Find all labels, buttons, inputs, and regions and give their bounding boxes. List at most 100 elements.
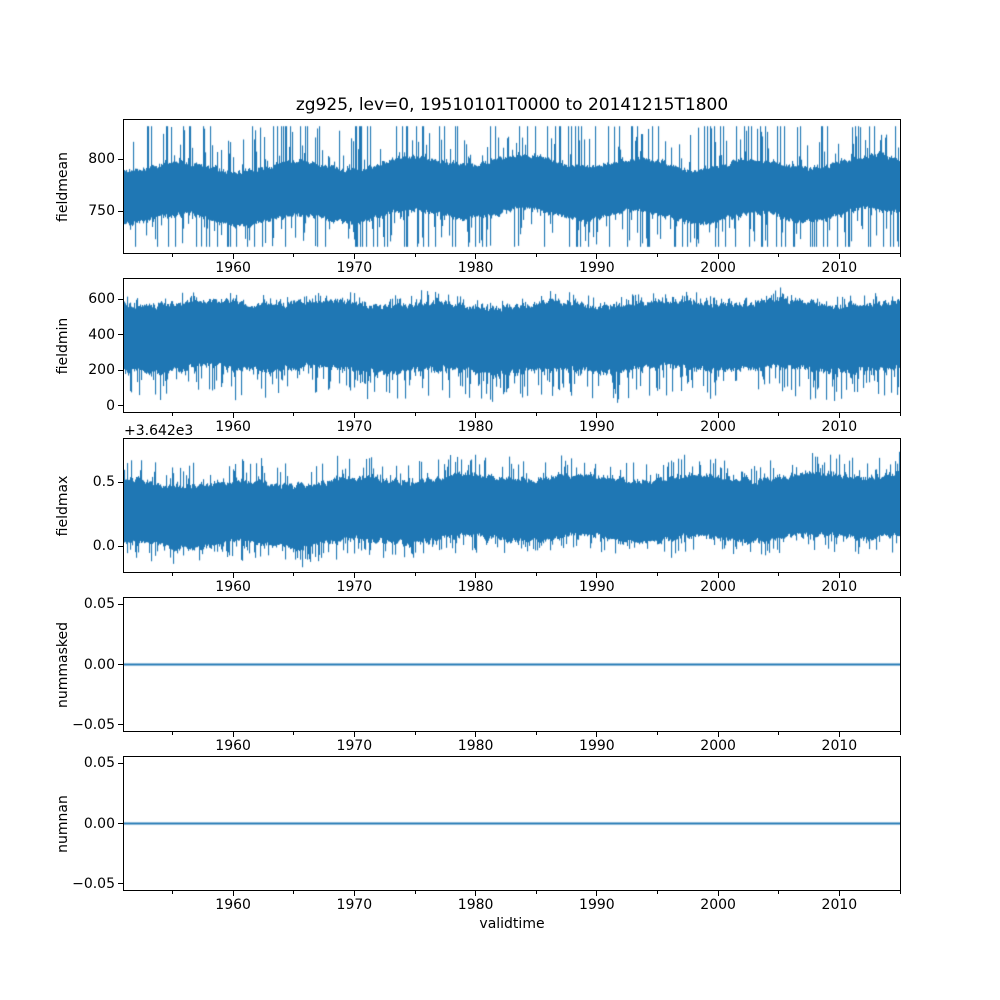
nummasked-ytick-label: 0.00: [83, 656, 115, 673]
xtick-label-1980: 1980: [457, 579, 494, 595]
xtick-minor-mark-1965: [293, 732, 295, 735]
xtick-minor-mark-2005: [778, 254, 780, 257]
fieldmean-axis-label: fieldmean: [55, 151, 71, 222]
xtick-mark-1960: [232, 732, 234, 737]
xtick-label-2010: 2010: [821, 738, 858, 754]
fieldmin-axis-label: fieldmin: [55, 317, 71, 374]
xtick-mark-1980: [475, 254, 477, 259]
subplot-fieldmean: [123, 119, 901, 254]
nummasked-ytick-label: 0.05: [83, 596, 115, 613]
fieldmean-series-canvas: [124, 120, 900, 253]
subplot-fieldmax: [123, 438, 901, 573]
xtick-label-1960: 1960: [215, 419, 251, 435]
xtick-minor-mark-2015: [899, 732, 901, 735]
xtick-minor-mark-2015: [899, 413, 901, 416]
xtick-label-2010: 2010: [821, 260, 858, 276]
fieldmin-ytick-label: 400: [88, 326, 115, 343]
fieldmean-ytick-mark: [118, 210, 123, 212]
fieldmax-series-canvas: [124, 439, 900, 572]
numnan-ytick-mark: [118, 883, 123, 885]
xtick-label-2000: 2000: [700, 738, 736, 754]
xtick-minor-mark-1985: [535, 573, 537, 576]
xtick-minor-mark-1965: [293, 891, 295, 894]
nummasked-ytick-mark: [118, 724, 123, 726]
xtick-minor-mark-1975: [414, 891, 416, 894]
xtick-mark-1980: [475, 891, 477, 896]
fieldmin-ytick-label: 600: [88, 291, 115, 308]
xtick-label-1990: 1990: [579, 579, 615, 595]
chart-title: zg925, lev=0, 19510101T0000 to 20141215T…: [295, 95, 729, 115]
xtick-mark-2000: [717, 254, 719, 259]
fieldmax-ytick-label: 0.0: [92, 538, 115, 555]
fieldmin-ytick-label: 0: [106, 397, 115, 414]
xtick-minor-mark-1955: [172, 254, 173, 257]
xtick-label-2000: 2000: [700, 419, 736, 435]
xtick-minor-mark-2005: [778, 732, 780, 735]
xtick-label-1980: 1980: [457, 738, 494, 754]
xtick-mark-1990: [596, 573, 598, 578]
xtick-minor-mark-1995: [657, 573, 658, 576]
xtick-label-2000: 2000: [700, 260, 736, 276]
xtick-label-1960: 1960: [215, 260, 251, 276]
fieldmax-ytick-label: 0.5: [92, 474, 115, 491]
xtick-minor-mark-1985: [535, 732, 537, 735]
xtick-label-1960: 1960: [215, 897, 251, 913]
xtick-label-1980: 1980: [457, 260, 494, 276]
xtick-label-1980: 1980: [457, 419, 494, 435]
xtick-label-1990: 1990: [579, 897, 615, 913]
xtick-mark-1990: [596, 413, 598, 418]
fieldmin-ytick-mark: [118, 405, 123, 407]
fieldmin-ytick-mark: [118, 334, 123, 336]
xtick-mark-1960: [232, 413, 234, 418]
xtick-mark-2000: [717, 413, 719, 418]
xtick-minor-mark-1965: [293, 413, 295, 416]
xtick-minor-mark-2015: [899, 891, 901, 894]
numnan-series-canvas: [124, 757, 900, 890]
xtick-mark-1990: [596, 254, 598, 259]
xtick-mark-1970: [353, 413, 355, 418]
fieldmax-ytick-mark: [118, 545, 123, 547]
xtick-label-2010: 2010: [821, 419, 858, 435]
numnan-ytick-label: 0.00: [83, 815, 115, 832]
xtick-mark-1960: [232, 254, 234, 259]
xtick-minor-mark-2005: [778, 573, 780, 576]
xtick-mark-1980: [475, 732, 477, 737]
xtick-label-1960: 1960: [215, 579, 251, 595]
subplot-nummasked: [123, 597, 901, 732]
xtick-label-2010: 2010: [821, 579, 858, 595]
xtick-mark-1970: [353, 573, 355, 578]
xtick-mark-2000: [717, 573, 719, 578]
xtick-mark-1970: [353, 891, 355, 896]
xtick-minor-mark-1975: [414, 732, 416, 735]
xtick-label-1990: 1990: [579, 738, 615, 754]
xtick-minor-mark-1955: [172, 891, 173, 894]
xtick-minor-mark-1955: [172, 573, 173, 576]
numnan-axis-label: numnan: [55, 794, 71, 853]
fieldmean-ytick-label: 750: [88, 203, 115, 220]
numnan-ytick-mark: [118, 762, 123, 764]
xtick-label-1970: 1970: [336, 897, 373, 913]
subplot-numnan: [123, 756, 901, 891]
xtick-mark-2010: [838, 573, 840, 578]
xtick-mark-1970: [353, 254, 355, 259]
xtick-mark-1960: [232, 891, 234, 896]
xtick-label-2000: 2000: [700, 897, 736, 913]
fieldmax-ytick-mark: [118, 481, 123, 483]
xtick-minor-mark-1995: [657, 413, 658, 416]
fieldmean-ytick-label: 800: [88, 151, 115, 168]
xtick-label-1960: 1960: [215, 738, 251, 754]
xtick-mark-2010: [838, 254, 840, 259]
xtick-label-1990: 1990: [579, 260, 615, 276]
xtick-minor-mark-2015: [899, 573, 901, 576]
xtick-mark-1970: [353, 732, 355, 737]
xtick-mark-1980: [475, 573, 477, 578]
fieldmean-ytick-mark: [118, 158, 123, 160]
nummasked-series-canvas: [124, 598, 900, 731]
xtick-minor-mark-1965: [293, 573, 295, 576]
numnan-ytick-label: −0.05: [72, 875, 115, 892]
xtick-minor-mark-1955: [172, 732, 173, 735]
xtick-minor-mark-1995: [657, 254, 658, 257]
fieldmin-ytick-mark: [118, 298, 123, 300]
xtick-mark-1960: [232, 573, 234, 578]
fieldmax-axis-label: fieldmax: [55, 475, 71, 536]
